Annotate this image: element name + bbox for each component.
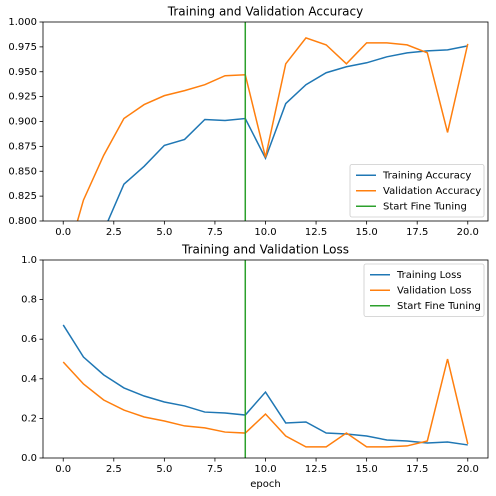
x-tick-label: 7.5	[207, 464, 223, 475]
lines	[76, 22, 469, 221]
x-tick-label: 20.0	[457, 227, 479, 238]
y-tick-label: 0.0	[21, 453, 37, 464]
legend-label: Training Loss	[396, 270, 462, 281]
legend: Training Loss Validation Loss Start Fine T…	[363, 263, 485, 317]
y-tick-label: 1.0	[21, 255, 37, 266]
legend-box	[363, 263, 485, 317]
y-tick-label: 0.825	[8, 191, 37, 202]
x-tick-label: 17.5	[406, 227, 428, 238]
y-tick-label: 0.875	[8, 141, 37, 152]
y-tick-label: 0.975	[8, 42, 37, 53]
series-line	[62, 324, 468, 446]
chart-title: Training and Validation Loss	[181, 243, 349, 257]
y-tick-label: 0.900	[8, 117, 37, 128]
x-tick-label: 5.0	[156, 464, 172, 475]
x-tick-label: 15.0	[356, 464, 378, 475]
y-tick-label: 0.950	[8, 67, 37, 78]
y-tick-label: 0.8	[21, 295, 37, 306]
legend-label: Start Fine Tuning	[397, 301, 481, 312]
y-tick-label: 0.850	[8, 166, 37, 177]
series-line	[62, 358, 469, 448]
chart: Training and Validation Loss 0.0 2.5 5.0 7.5…	[21, 243, 489, 490]
x-tick-label: 12.5	[305, 464, 327, 475]
series-line	[76, 37, 469, 221]
x-tick-label: 2.5	[106, 464, 122, 475]
x-tick-label: 17.5	[406, 464, 428, 475]
x-tick-label: 20.0	[457, 464, 479, 475]
x-tick-label: 12.5	[305, 227, 327, 238]
y-tick-label: 0.800	[8, 216, 37, 227]
legend-label: Validation Loss	[397, 285, 472, 296]
x-tick-label: 5.0	[156, 227, 172, 238]
axes-frame	[42, 259, 489, 459]
x-tick-label: 0.0	[55, 464, 71, 475]
legend: Training Accuracy Validation Accuracy Star…	[349, 164, 485, 218]
x-tick-label: 2.5	[106, 227, 122, 238]
x-tick-label: 7.5	[207, 227, 223, 238]
series-line	[107, 45, 468, 221]
legend-label: Training Accuracy	[382, 170, 471, 181]
x-axis-label: epoch	[250, 479, 280, 490]
y-tick-label: 1.000	[8, 17, 37, 28]
legend-box	[349, 164, 485, 218]
legend-label: Start Fine Tuning	[383, 201, 467, 212]
chart: Training and Validation Accuracy 0.0 2.5 5.…	[8, 5, 489, 238]
lines	[62, 260, 469, 458]
chart-title: Training and Validation Accuracy	[167, 5, 363, 19]
legend-label: Validation Accuracy	[383, 186, 481, 197]
x-tick-label: 15.0	[356, 227, 378, 238]
y-tick-label: 0.4	[21, 374, 37, 385]
x-tick-label: 0.0	[55, 227, 71, 238]
x-tick-label: 10.0	[254, 227, 276, 238]
y-tick-label: 0.925	[8, 92, 37, 103]
x-tick-label: 10.0	[254, 464, 276, 475]
y-tick-label: 0.6	[21, 334, 37, 345]
y-tick-label: 0.2	[21, 413, 37, 424]
axes-frame	[42, 21, 489, 222]
